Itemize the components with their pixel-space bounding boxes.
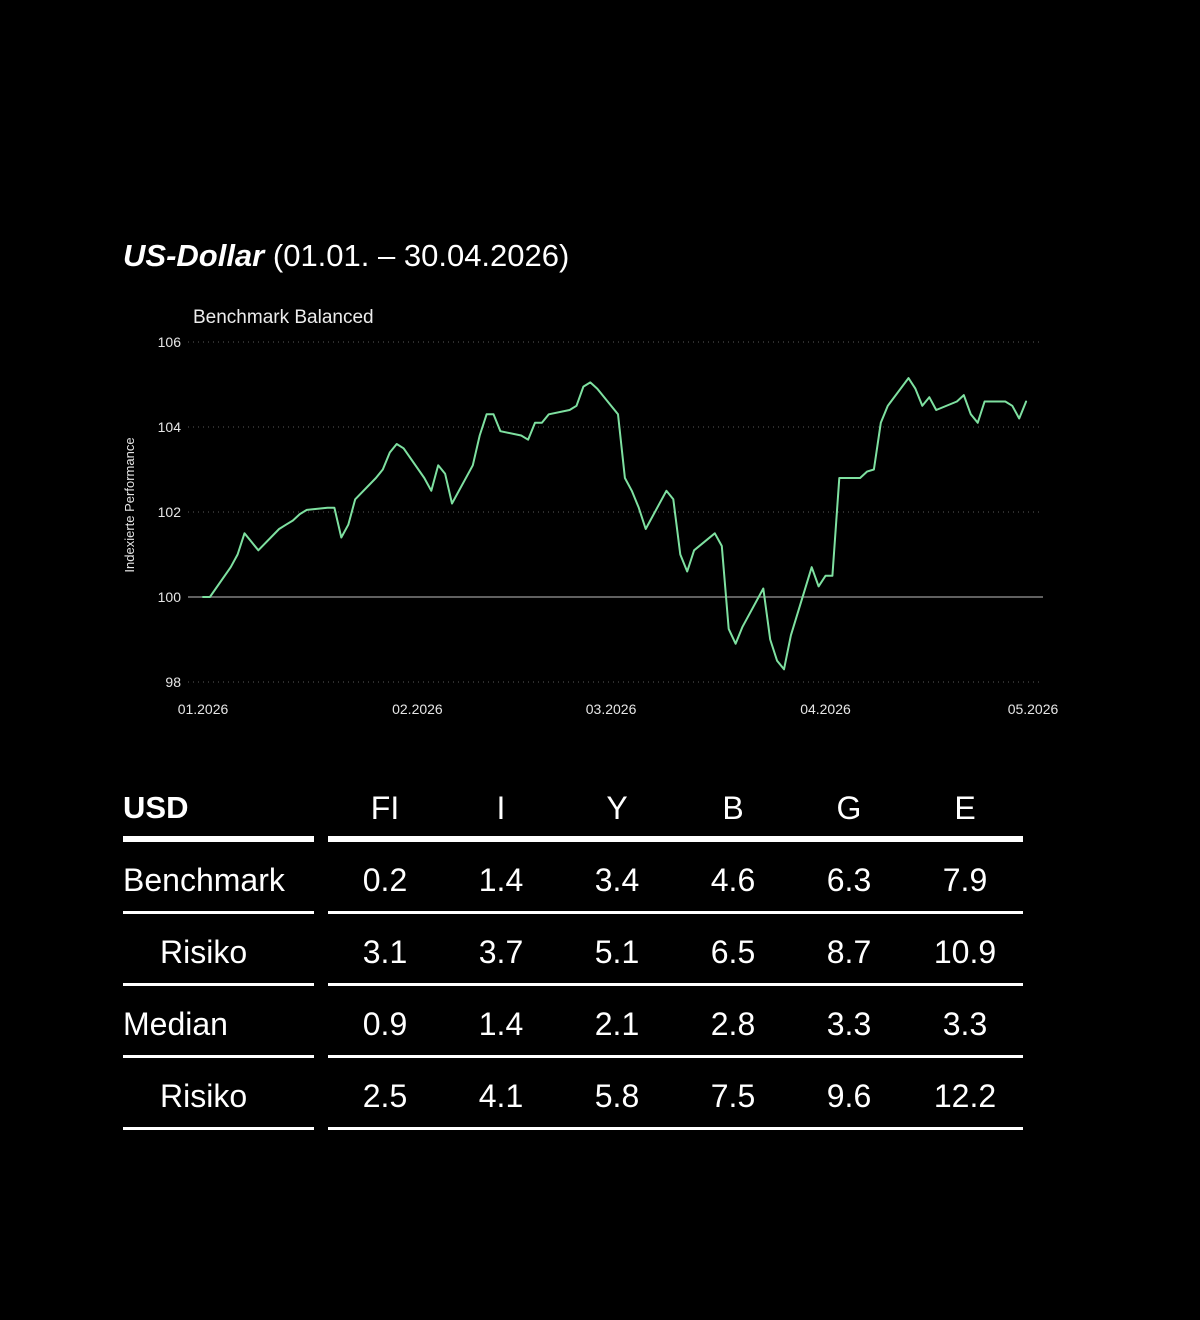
chart-title: US-Dollar (01.01. – 30.04.2026) bbox=[123, 234, 569, 278]
x-tick-label: 04.2026 bbox=[800, 701, 851, 717]
performance-chart: Indexierte Performance Benchmark Balance… bbox=[122, 307, 1059, 717]
table-cell: 3.7 bbox=[478, 934, 524, 970]
row-divider-left bbox=[123, 1055, 314, 1058]
returns-table: USD FI I Y B G E Benchmark 0.2 1.4 3.4 4.6 6.3 7.9 Ris… bbox=[123, 770, 1023, 1130]
column-header: Y bbox=[606, 790, 628, 826]
row-label: Benchmark bbox=[123, 862, 285, 898]
table-cell: 3.3 bbox=[826, 1006, 872, 1042]
column-header: B bbox=[722, 790, 744, 826]
table-cell: 1.4 bbox=[478, 1006, 524, 1042]
row-label: Risiko bbox=[160, 1078, 248, 1114]
column-header: FI bbox=[370, 790, 400, 826]
table-cell: 9.6 bbox=[826, 1078, 872, 1114]
row-divider-right bbox=[328, 983, 1023, 986]
table-cell: 2.8 bbox=[710, 1006, 756, 1042]
y-tick-label: 106 bbox=[158, 334, 182, 350]
table-cell: 2.5 bbox=[362, 1078, 408, 1114]
table-row: Median 0.9 1.4 2.1 2.8 3.3 3.3 bbox=[123, 986, 1023, 1058]
title-date-range: (01.01. – 30.04.2026) bbox=[272, 238, 570, 273]
x-tick-label: 02.2026 bbox=[392, 701, 443, 717]
series-label: Benchmark Balanced bbox=[193, 307, 374, 328]
grid-lines bbox=[188, 341, 1043, 683]
row-divider-left bbox=[123, 1127, 314, 1130]
row-divider-right bbox=[328, 836, 1023, 842]
x-tick-labels: 01.2026 02.2026 03.2026 04.2026 05.2026 bbox=[178, 701, 1059, 717]
table-cell: 5.8 bbox=[594, 1078, 640, 1114]
x-tick-label: 01.2026 bbox=[178, 701, 229, 717]
column-header: E bbox=[954, 790, 976, 826]
row-label: Median bbox=[123, 1006, 228, 1042]
y-tick-label: 98 bbox=[165, 674, 181, 690]
x-tick-label: 05.2026 bbox=[1008, 701, 1059, 717]
table-corner-label: USD bbox=[123, 790, 189, 825]
table-row: Risiko 3.1 3.7 5.1 6.5 8.7 10.9 bbox=[123, 914, 1023, 986]
column-header: I bbox=[496, 790, 506, 826]
table-cell: 3.3 bbox=[942, 1006, 988, 1042]
row-label: Risiko bbox=[160, 934, 248, 970]
table-cell: 7.5 bbox=[710, 1078, 756, 1114]
y-tick-label: 104 bbox=[158, 419, 182, 435]
table-cell: 3.4 bbox=[594, 862, 640, 898]
column-header: G bbox=[836, 790, 862, 826]
title-currency: US-Dollar bbox=[123, 238, 265, 273]
row-divider-left bbox=[123, 911, 314, 914]
table-cell: 0.9 bbox=[362, 1006, 408, 1042]
y-tick-labels: 98 100 102 104 106 bbox=[158, 334, 182, 690]
table-row: Risiko 2.5 4.1 5.8 7.5 9.6 12.2 bbox=[123, 1058, 1023, 1130]
table-row: Benchmark 0.2 1.4 3.4 4.6 6.3 7.9 bbox=[123, 842, 1023, 914]
row-divider-left bbox=[123, 983, 314, 986]
table-cell: 5.1 bbox=[594, 934, 640, 970]
table-cell: 2.1 bbox=[594, 1006, 640, 1042]
row-divider-right bbox=[328, 911, 1023, 914]
table-cell: 6.3 bbox=[826, 862, 872, 898]
table-cell: 10.9 bbox=[933, 934, 997, 970]
row-divider-right bbox=[328, 1055, 1023, 1058]
table-cell: 7.9 bbox=[942, 862, 988, 898]
y-tick-label: 102 bbox=[158, 504, 182, 520]
table-cell: 8.7 bbox=[826, 934, 872, 970]
y-tick-label: 100 bbox=[158, 589, 182, 605]
table-cell: 0.2 bbox=[362, 862, 408, 898]
row-divider-left bbox=[123, 836, 314, 842]
table-header-row: USD FI I Y B G E bbox=[123, 770, 1023, 842]
table-cell: 12.2 bbox=[933, 1078, 997, 1114]
table-cell: 4.6 bbox=[710, 862, 756, 898]
row-divider-right bbox=[328, 1127, 1023, 1130]
y-axis-title: Indexierte Performance bbox=[122, 437, 137, 572]
table-cell: 3.1 bbox=[362, 934, 408, 970]
x-tick-label: 03.2026 bbox=[586, 701, 637, 717]
table-cell: 4.1 bbox=[478, 1078, 524, 1114]
series-line bbox=[202, 377, 1028, 671]
series-group bbox=[202, 377, 1028, 671]
table-cell: 1.4 bbox=[478, 862, 524, 898]
table-cell: 6.5 bbox=[710, 934, 756, 970]
